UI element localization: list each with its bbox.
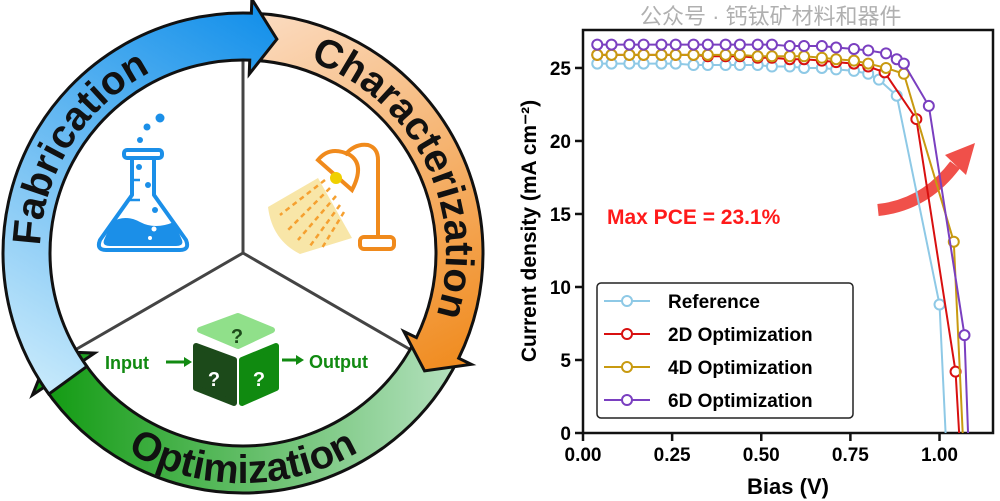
legend-box xyxy=(596,282,854,419)
data-point xyxy=(701,48,714,61)
flask-icon xyxy=(96,113,190,252)
data-point xyxy=(751,38,764,51)
cycle-diagram: Fabrication Characterization Optimizatio… xyxy=(1,0,485,495)
data-point xyxy=(922,99,935,112)
data-point xyxy=(880,61,893,74)
cube-question-mark-top: ? xyxy=(231,326,243,348)
data-point xyxy=(815,51,828,64)
data-point xyxy=(623,38,636,51)
data-point xyxy=(655,38,668,51)
x-tick-label: 0.00 xyxy=(565,445,602,466)
output-arrow-icon xyxy=(282,355,304,365)
cube-question-mark-left: ? xyxy=(208,369,220,391)
input-arrow-icon xyxy=(166,357,192,367)
data-point xyxy=(815,40,828,53)
stage-label-optimization: Optimization xyxy=(123,421,363,493)
data-point xyxy=(733,38,746,51)
data-point xyxy=(751,50,764,63)
data-point xyxy=(669,48,682,61)
legend-label: 2D Optimization xyxy=(668,325,813,346)
characterization-arrow xyxy=(248,11,485,373)
x-tick-label: 0.75 xyxy=(832,445,869,466)
divider-spoke xyxy=(75,251,244,351)
legend-item: 2D Optimization xyxy=(604,325,813,346)
data-point xyxy=(933,298,946,311)
data-point xyxy=(798,40,811,53)
data-point xyxy=(687,59,700,72)
data-point xyxy=(765,50,778,63)
legend-item: Reference xyxy=(604,292,760,313)
legend-marker xyxy=(621,328,633,340)
series-6d-optimization xyxy=(591,38,971,434)
y-tick-label: 25 xyxy=(550,59,572,80)
legend-label: Reference xyxy=(668,292,760,313)
x-tick-label: 0.50 xyxy=(743,445,780,466)
series-line xyxy=(597,53,964,434)
legend-item: 4D Optimization xyxy=(604,358,813,379)
legend: Reference 2D Optimization 4D Optimization 6… xyxy=(596,282,854,419)
series-4d-optimization xyxy=(591,48,964,434)
data-point xyxy=(605,48,618,61)
cube-question-mark-right: ? xyxy=(253,369,265,391)
data-point xyxy=(591,38,604,51)
x-tick-label: 0.25 xyxy=(654,445,691,466)
data-point xyxy=(847,54,860,67)
watermark: 公众号 · 钙钛矿材料和器件 xyxy=(640,4,902,29)
black-box-cube-icon: ? ? ? xyxy=(193,313,279,406)
divider-spokes xyxy=(75,60,411,351)
data-point xyxy=(862,44,875,57)
data-point xyxy=(880,47,893,60)
data-point xyxy=(958,329,971,342)
improvement-arrow-icon xyxy=(877,161,960,216)
jv-chart: 0.00 0.25 0.50 0.75 1.00 0 5 10 15 20 25 Max PCE =… xyxy=(518,4,995,499)
data-point xyxy=(830,41,843,54)
legend-marker xyxy=(621,295,633,307)
data-point xyxy=(719,48,732,61)
divider-spoke xyxy=(242,251,411,351)
legend-marker xyxy=(621,361,633,373)
data-point xyxy=(830,53,843,66)
data-point xyxy=(637,48,650,61)
data-point xyxy=(719,38,732,51)
lamp-icon xyxy=(268,142,396,254)
y-axis-label: Current density (mA cm⁻²) xyxy=(518,100,541,362)
data-point xyxy=(669,38,682,51)
input-label: Input xyxy=(105,353,149,373)
y-tick-label: 15 xyxy=(550,205,572,226)
data-point xyxy=(591,48,604,61)
legend-label: 4D Optimization xyxy=(668,358,813,379)
fabrication-arrow xyxy=(1,0,279,397)
data-point xyxy=(765,38,778,51)
data-point xyxy=(701,38,714,51)
data-point xyxy=(783,50,796,63)
data-point xyxy=(897,57,910,70)
plot-frame xyxy=(581,28,995,435)
x-axis-label: Bias (V) xyxy=(747,474,829,499)
max-pce-annotation: Max PCE = 23.1% xyxy=(607,206,781,229)
improvement-arrowhead xyxy=(945,143,975,175)
legend-label: 6D Optimization xyxy=(668,391,813,412)
output-label: Output xyxy=(309,352,368,372)
data-point xyxy=(733,48,746,61)
data-point xyxy=(637,38,650,51)
optimization-arrow xyxy=(29,335,461,495)
legend-marker xyxy=(621,394,633,406)
data-point xyxy=(687,48,700,61)
data-point xyxy=(783,40,796,53)
data-point xyxy=(847,42,860,55)
data-point xyxy=(623,48,636,61)
data-point xyxy=(798,50,811,63)
y-tick-label: 10 xyxy=(550,278,571,299)
data-point xyxy=(605,38,618,51)
data-point xyxy=(862,57,875,70)
data-point xyxy=(687,38,700,51)
y-tick-label: 0 xyxy=(560,424,571,445)
data-point xyxy=(655,48,668,61)
y-tick-label: 20 xyxy=(550,132,571,153)
y-tick-label: 5 xyxy=(560,351,571,372)
x-tick-label: 1.00 xyxy=(921,445,958,466)
legend-item: 6D Optimization xyxy=(604,391,813,412)
series-line xyxy=(597,62,947,434)
